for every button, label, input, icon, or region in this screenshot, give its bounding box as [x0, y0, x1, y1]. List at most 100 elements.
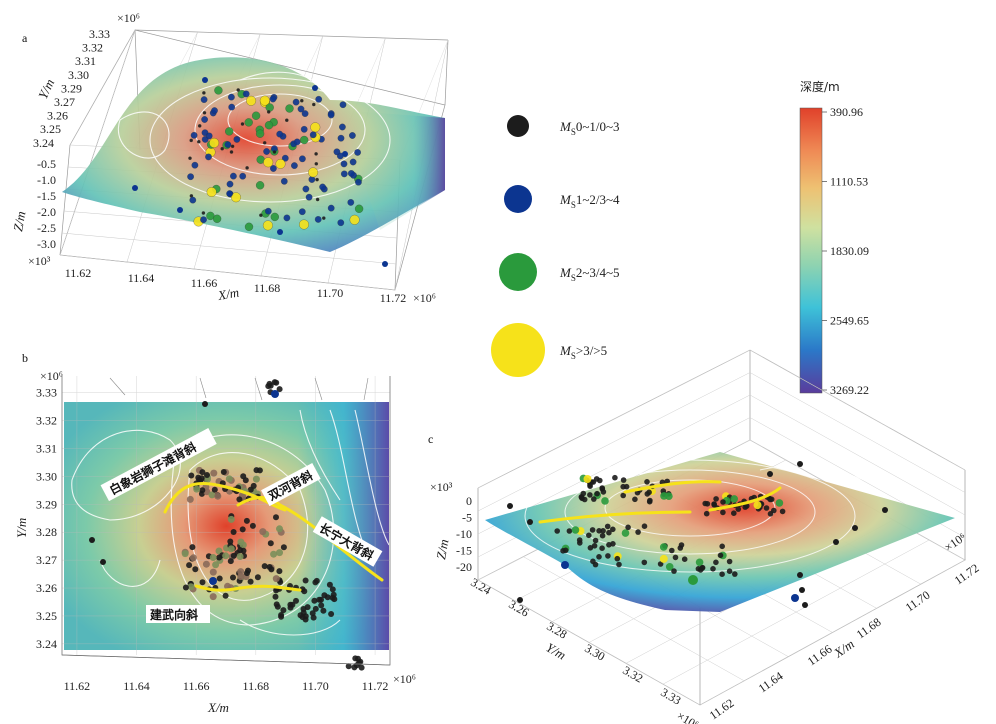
fold-trace-c3 [708, 486, 782, 512]
event-point [589, 527, 596, 533]
event-point [331, 596, 338, 603]
legend-prefix: M [559, 265, 572, 280]
event-point [561, 561, 569, 569]
event-point [226, 180, 234, 188]
fold-trace-jianwu [194, 584, 302, 592]
event-point [314, 162, 319, 166]
event-point [206, 187, 217, 197]
event-point [641, 523, 648, 529]
event-point [208, 491, 216, 499]
event-point [188, 472, 195, 479]
event-point [554, 528, 560, 534]
event-point [227, 545, 235, 553]
legend-prefix: M [559, 119, 572, 134]
event-point [188, 156, 192, 160]
event-point [227, 558, 234, 565]
event-point [313, 577, 320, 584]
event-point [791, 594, 799, 602]
panel-a-z-tick: -1.5 [37, 189, 56, 203]
event-point [211, 486, 218, 493]
event-point [612, 474, 618, 481]
panel-b-x-tick: 11.62 [64, 679, 91, 693]
panel-c-z-exponent: ×10³ [430, 480, 453, 494]
event-point [641, 559, 648, 566]
event-point [201, 116, 208, 123]
event-point [681, 556, 688, 562]
event-point [239, 172, 247, 180]
event-point [316, 596, 323, 603]
event-point [322, 216, 326, 220]
event-point [719, 543, 725, 550]
event-point [730, 495, 738, 503]
event-point [240, 122, 245, 126]
event-point [669, 547, 675, 554]
panel-c-events [507, 461, 888, 608]
event-point [212, 214, 222, 223]
panel-c-y-tick: 3.33 [658, 685, 683, 708]
event-point [594, 490, 600, 497]
legend-sub: S [571, 127, 576, 137]
event-point [205, 132, 213, 140]
legend-label-1: MS0~1/0~3 [559, 119, 620, 137]
event-point [280, 544, 287, 551]
event-point [216, 575, 223, 582]
event-point [210, 469, 218, 477]
event-point [211, 107, 218, 114]
event-point [308, 176, 316, 183]
event-point [229, 150, 234, 154]
event-point [285, 104, 294, 113]
event-point [225, 127, 234, 136]
panel-a-z-label: Z/m [10, 210, 28, 233]
event-point [599, 532, 606, 539]
event-point [315, 95, 323, 103]
panel-a-y-tick: 3.30 [68, 68, 89, 82]
panel-b-surface-deep [64, 402, 389, 650]
event-point [233, 136, 241, 143]
event-point [287, 604, 294, 611]
event-point [665, 492, 673, 501]
event-point [349, 158, 357, 166]
event-point [199, 579, 206, 586]
event-point [340, 160, 348, 168]
legend-marker-2 [504, 185, 532, 213]
legend-label-4: MS>3/>5 [559, 343, 607, 361]
panel-c-z-tick: -20 [456, 560, 472, 574]
event-point [587, 545, 594, 551]
event-point [272, 593, 279, 600]
event-point [579, 495, 585, 502]
event-point [200, 96, 208, 103]
event-point [647, 497, 653, 504]
event-point [259, 95, 270, 106]
panel-b-x-ticks: 11.62 11.64 11.66 11.68 11.70 11.72 [64, 679, 389, 693]
event-point [586, 532, 592, 539]
event-point [214, 492, 222, 500]
event-point [596, 554, 602, 560]
event-point [267, 382, 274, 389]
panel-a-x-label: X/m [216, 285, 240, 304]
panel-a-y-tick: 3.31 [75, 54, 96, 68]
event-point [605, 553, 611, 559]
event-point [580, 490, 587, 497]
event-point [357, 658, 364, 665]
event-point [732, 571, 738, 577]
event-point [802, 602, 808, 608]
event-point [226, 190, 233, 197]
event-point [244, 222, 254, 231]
event-point [247, 578, 254, 585]
event-point [266, 110, 271, 114]
event-point [583, 475, 592, 483]
event-point [251, 111, 261, 120]
event-point [197, 124, 202, 128]
event-point [688, 575, 698, 585]
panel-c-y-exponent: ×10⁶ [675, 708, 702, 724]
event-point [270, 165, 277, 172]
event-point [571, 526, 580, 534]
panel-c-x-exponent: ×10⁶ [942, 530, 969, 555]
event-point [191, 161, 199, 169]
legend-sub: S [571, 200, 576, 210]
panel-a-z-exponent: ×10³ [28, 254, 51, 268]
event-point [664, 478, 670, 485]
event-point [199, 487, 206, 494]
event-point [310, 122, 321, 133]
event-point [301, 110, 309, 117]
